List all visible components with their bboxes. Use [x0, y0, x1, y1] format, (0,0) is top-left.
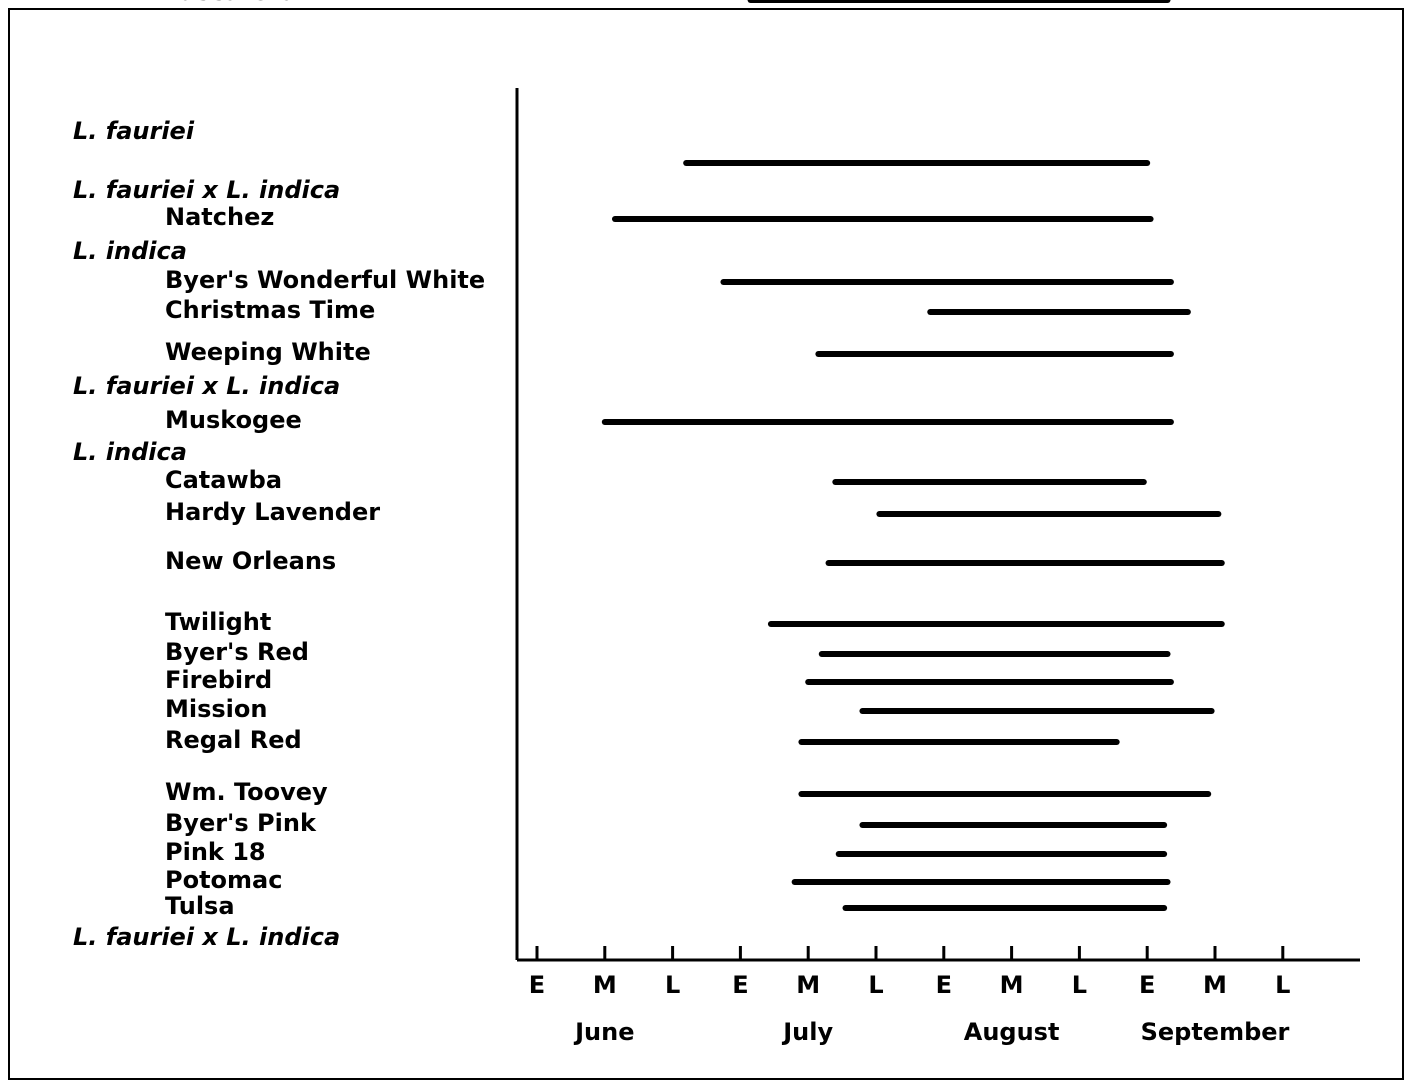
- figure-frame: [8, 8, 1404, 1080]
- cultivar-label: Twilight: [165, 608, 271, 636]
- species-label: L. indica: [73, 237, 187, 265]
- x-tick-label: M: [1203, 971, 1227, 999]
- cultivar-label: Pink 18: [165, 838, 266, 866]
- cultivar-label: Byer's Pink: [165, 809, 317, 837]
- cultivar-label: Firebird: [165, 666, 272, 694]
- x-tick-label: M: [1000, 971, 1024, 999]
- cultivar-label: Hardy Lavender: [165, 498, 380, 526]
- cultivar-label: Regal Red: [165, 726, 302, 754]
- month-label: July: [781, 1018, 833, 1046]
- x-tick-label: E: [732, 971, 748, 999]
- x-tick-label: L: [665, 971, 680, 999]
- cultivar-label: Weeping White: [165, 338, 371, 366]
- cultivar-label: Potomac: [165, 866, 282, 894]
- cultivar-label: Byer's Red: [165, 638, 309, 666]
- x-tick-label: L: [868, 971, 883, 999]
- month-label: September: [1141, 1018, 1290, 1046]
- cultivar-label: Muskogee: [165, 406, 302, 434]
- species-label: L. fauriei: [73, 117, 195, 145]
- species-label: L. fauriei x L. indica: [73, 372, 340, 400]
- x-tick-label: E: [936, 971, 952, 999]
- cultivar-label: Tulsa: [165, 892, 235, 920]
- cultivar-label: Byer's Wonderful White: [165, 266, 485, 294]
- cultivar-label: Mission: [165, 695, 267, 723]
- cultivar-label: Natchez: [165, 203, 274, 231]
- x-tick-label: M: [796, 971, 820, 999]
- x-tick-label: E: [529, 971, 545, 999]
- species-label: L. fauriei x L. indica: [73, 176, 340, 204]
- species-label: L. fauriei x L. indica: [73, 923, 340, 951]
- month-label: August: [964, 1018, 1060, 1046]
- month-label: June: [573, 1018, 634, 1046]
- cultivar-label: Wm. Toovey: [165, 778, 328, 806]
- cultivar-label: New Orleans: [165, 547, 336, 575]
- x-tick-label: E: [1139, 971, 1155, 999]
- cultivar-label: Catawba: [165, 466, 282, 494]
- x-tick-label: L: [1275, 971, 1290, 999]
- species-label: L. indica: [73, 438, 187, 466]
- x-tick-label: L: [1072, 971, 1087, 999]
- cultivar-label: Christmas Time: [165, 296, 375, 324]
- x-tick-label: M: [593, 971, 617, 999]
- cultivar-label: Tuscarora: [165, 0, 297, 6]
